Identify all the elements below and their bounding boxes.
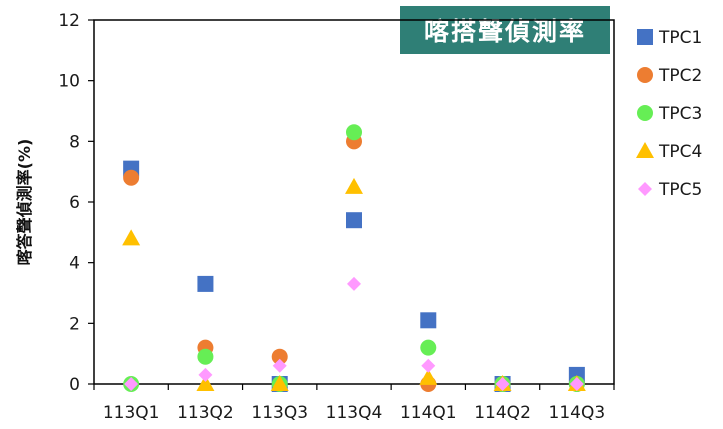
data-point [346, 212, 362, 229]
data-point [197, 275, 214, 292]
x-tick-label: 114Q1 [400, 403, 457, 423]
legend-entry: TPC1 [637, 28, 702, 48]
data-point [123, 169, 140, 186]
data-point [346, 124, 362, 141]
data-point [421, 358, 436, 373]
data-point [420, 312, 437, 329]
data-point [272, 358, 287, 373]
y-tick-label: 0 [69, 375, 80, 395]
data-point [271, 348, 288, 365]
legend-entry: TPC2 [637, 66, 702, 86]
legend-label: TPC4 [658, 142, 702, 162]
y-tick-label: 2 [69, 314, 80, 334]
x-tick-label: 113Q3 [251, 403, 308, 423]
plot-frame [93, 19, 615, 385]
series-tpc5 [124, 276, 584, 391]
legend-marker [637, 67, 653, 83]
data-point [347, 276, 361, 291]
data-point [196, 375, 215, 391]
data-point [419, 368, 438, 385]
legend-marker [636, 142, 654, 158]
legend-label: TPC5 [658, 180, 702, 200]
legend-entry: TPC3 [637, 104, 702, 124]
y-tick-label: 6 [69, 193, 80, 213]
data-point [197, 348, 214, 365]
legend-entry: TPC5 [638, 180, 702, 200]
data-point [420, 339, 437, 356]
data-point [270, 375, 289, 391]
legend-label: TPC1 [658, 28, 702, 48]
data-point [569, 377, 584, 391]
x-tick-label: 113Q4 [326, 403, 383, 423]
series-tpc3 [123, 124, 585, 392]
y-tick-label: 4 [69, 254, 80, 274]
legend-entry: TPC4 [636, 142, 702, 162]
legend-marker [638, 182, 652, 196]
legend-label: TPC3 [658, 104, 702, 124]
y-tick-label: 10 [58, 72, 80, 92]
data-point [495, 377, 510, 391]
y-axis-label: 喀答聲偵測率(%) [15, 139, 34, 266]
y-tick-label: 8 [69, 132, 80, 152]
data-point [124, 377, 139, 391]
x-tick-label: 113Q2 [177, 403, 234, 423]
series-tpc1 [123, 160, 585, 392]
x-tick-label: 113Q1 [103, 403, 160, 423]
legend-marker [637, 105, 653, 121]
data-point [122, 229, 141, 246]
legend-label: TPC2 [658, 66, 702, 86]
y-tick-label: 12 [58, 11, 80, 31]
legend-marker [637, 29, 653, 45]
series-tpc2 [123, 133, 585, 392]
x-tick-label: 114Q3 [549, 403, 606, 423]
data-point [345, 177, 363, 194]
chart-title: 喀搭聲偵測率 [400, 6, 610, 54]
x-tick-label: 114Q2 [474, 403, 531, 423]
data-point [198, 367, 213, 382]
